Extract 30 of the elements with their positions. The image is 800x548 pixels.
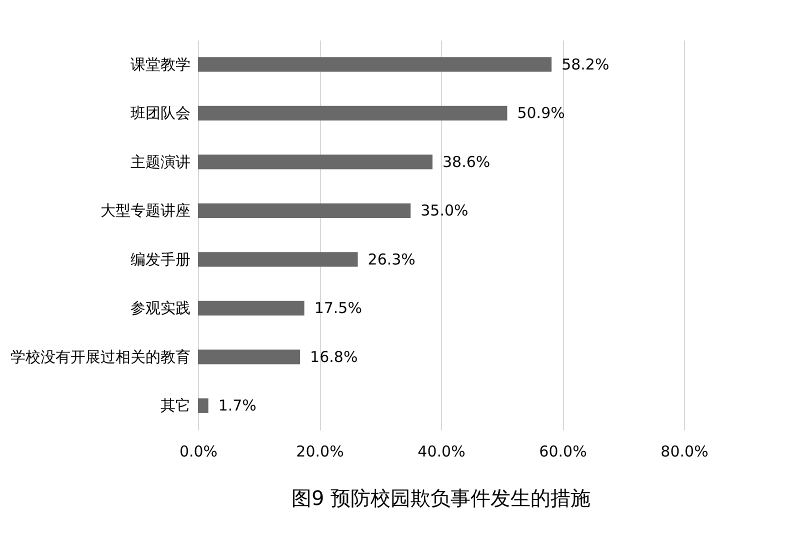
x-tick-label: 80.0%	[660, 442, 708, 460]
bar	[198, 106, 508, 120]
bar	[198, 154, 432, 170]
data-label: 26.3%	[368, 250, 416, 268]
data-label: 17.5%	[314, 299, 362, 318]
data-label: 38.6%	[442, 152, 490, 171]
bar	[198, 398, 208, 413]
y-tick-label: 大型专题讲座	[100, 202, 190, 220]
data-label: 1.7%	[218, 396, 256, 415]
x-tick-label: 60.0%	[539, 442, 587, 460]
bar	[198, 350, 300, 364]
y-tick-label: 参观实践	[130, 299, 190, 318]
bar	[198, 57, 552, 72]
y-tick-label: 编发手册	[130, 250, 190, 268]
y-tick-label: 班团队会	[130, 104, 190, 122]
text: 图9 预防校园欺负事件发生的措施	[291, 486, 591, 510]
data-label: 35.0%	[420, 202, 468, 220]
bar	[198, 203, 411, 218]
x-tick-label: 40.0%	[418, 442, 466, 460]
data-label: 50.9%	[517, 104, 565, 122]
bar	[198, 300, 304, 316]
data-label: 16.8%	[310, 348, 358, 366]
y-tick-label: 课堂教学	[130, 55, 190, 74]
data-label: 58.2%	[562, 55, 610, 74]
x-tick-label: 0.0%	[179, 442, 218, 460]
y-tick-label: 学校没有开展过相关的教育	[10, 348, 190, 366]
x-tick-label: 20.0%	[296, 442, 344, 460]
y-tick-label: 主题演讲	[130, 152, 190, 171]
y-tick-label: 其它	[160, 396, 190, 415]
bar	[198, 252, 358, 267]
